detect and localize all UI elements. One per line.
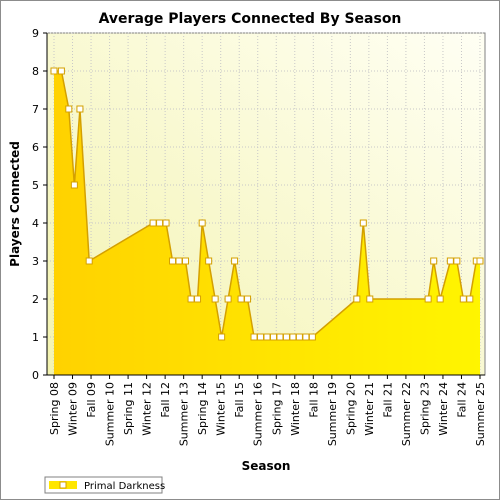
x-axis-ticks: Spring 08 Winter 09 Fall 09 Summer 10 Spring… [48, 375, 487, 446]
data-point-marker [436, 295, 444, 303]
x-tick-label: Winter 09 [67, 382, 80, 436]
data-point-marker [187, 295, 195, 303]
x-tick-label: Winter 21 [363, 382, 376, 436]
data-point-marker [466, 295, 474, 303]
data-point-marker [244, 295, 252, 303]
y-tick-label: 2 [32, 293, 39, 306]
y-tick-label: 9 [32, 27, 39, 40]
data-point-marker [308, 333, 316, 341]
x-axis-title: Season [242, 459, 291, 473]
x-tick-label: Fall 18 [307, 382, 320, 418]
data-point-marker [289, 333, 297, 341]
data-point-marker [276, 333, 284, 341]
chart-title: Average Players Connected By Season [99, 11, 402, 27]
data-point-marker [149, 219, 157, 227]
y-tick-label: 3 [32, 255, 39, 268]
data-point-marker [302, 333, 310, 341]
y-tick-label: 1 [32, 331, 39, 344]
x-tick-label: Spring 08 [48, 382, 61, 435]
data-point-marker [156, 219, 164, 227]
data-point-marker [211, 295, 219, 303]
data-point-marker [169, 257, 177, 265]
data-point-marker [231, 257, 239, 265]
data-point-marker [282, 333, 290, 341]
x-tick-label: Spring 17 [270, 382, 283, 435]
x-tick-label: Winter 18 [289, 382, 302, 436]
x-tick-label: Spring 20 [344, 382, 357, 435]
data-point-marker [65, 105, 73, 113]
data-point-marker [198, 219, 206, 227]
x-tick-label: Summer 16 [252, 382, 265, 446]
y-axis-ticks: 0 1 2 3 4 5 6 7 8 9 [32, 27, 47, 382]
data-point-marker [366, 295, 374, 303]
data-point-marker [459, 295, 467, 303]
data-point-marker [218, 333, 226, 341]
data-point-marker [175, 257, 183, 265]
data-point-marker [250, 333, 258, 341]
x-tick-label: Winter 24 [437, 382, 450, 436]
data-point-marker [194, 295, 202, 303]
x-tick-label: Summer 13 [178, 382, 191, 446]
data-point-marker [263, 333, 271, 341]
legend-label: Primal Darkness [84, 481, 165, 492]
y-tick-label: 7 [32, 103, 39, 116]
x-tick-label: Summer 10 [104, 382, 117, 446]
data-point-marker [70, 181, 78, 189]
data-point-marker [162, 219, 170, 227]
x-tick-label: Fall 15 [233, 382, 246, 418]
x-tick-label: Fall 12 [159, 382, 172, 418]
data-point-marker [182, 257, 190, 265]
x-tick-label: Summer 19 [326, 382, 339, 446]
data-point-marker [224, 295, 232, 303]
data-point-marker [50, 67, 58, 75]
data-point-marker [269, 333, 277, 341]
y-tick-label: 5 [32, 179, 39, 192]
x-tick-label: Summer 25 [474, 382, 487, 446]
data-point-marker [237, 295, 245, 303]
data-point-marker [359, 219, 367, 227]
data-point-marker [453, 257, 461, 265]
legend-marker [59, 481, 67, 489]
y-tick-label: 4 [32, 217, 39, 230]
x-tick-label: Winter 12 [141, 382, 154, 436]
x-tick-label: Spring 23 [418, 382, 431, 435]
data-point-marker [205, 257, 213, 265]
data-point-marker [353, 295, 361, 303]
data-point-marker [295, 333, 303, 341]
x-tick-label: Fall 09 [85, 382, 98, 418]
x-tick-label: Fall 21 [381, 382, 394, 418]
x-tick-label: Spring 11 [122, 382, 135, 435]
x-tick-label: Summer 22 [400, 382, 413, 446]
x-tick-label: Spring 14 [196, 382, 209, 435]
data-point-marker [85, 257, 93, 265]
data-point-marker [476, 257, 484, 265]
series-markers [50, 67, 484, 341]
data-point-marker [424, 295, 432, 303]
data-point-marker [57, 67, 65, 75]
data-point-marker [430, 257, 438, 265]
y-axis-title: Players Connected [8, 141, 22, 267]
data-point-marker [257, 333, 265, 341]
data-point-marker [446, 257, 454, 265]
x-tick-label: Winter 15 [215, 382, 228, 436]
data-point-marker [76, 105, 84, 113]
legend: Primal Darkness [44, 476, 165, 494]
y-tick-label: 8 [32, 65, 39, 78]
y-tick-label: 0 [32, 369, 39, 382]
x-tick-label: Fall 24 [455, 382, 468, 418]
y-tick-label: 6 [32, 141, 39, 154]
